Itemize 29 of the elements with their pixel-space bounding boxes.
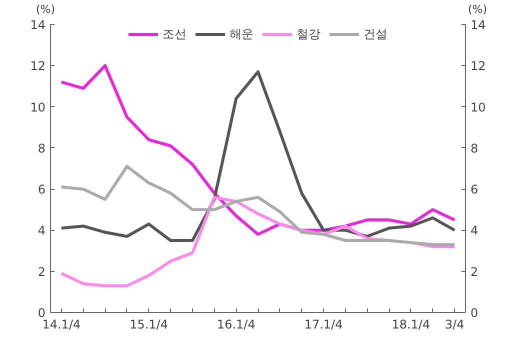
y2-axis-title: (%) <box>468 2 487 18</box>
y-tick-label: 0 <box>38 306 46 320</box>
line-series <box>60 164 456 246</box>
y2-tick-label: 0 <box>470 306 478 320</box>
y2-tick-label: 10 <box>470 100 486 114</box>
legend-label: 철강 <box>296 26 320 42</box>
y-tick-label: 8 <box>38 141 46 156</box>
x-tick-label: 18.1/4 <box>392 318 430 332</box>
legend-label: 해운 <box>230 26 254 42</box>
y2-tick-label: 4 <box>470 224 478 238</box>
x-tick-label: 17.1/4 <box>304 318 343 332</box>
y2-tick-label: 8 <box>470 141 478 156</box>
y2-tick-label: 2 <box>470 264 478 279</box>
y-tick-label: 4 <box>38 224 46 238</box>
y-tick-label: 10 <box>30 100 46 114</box>
y-tick-label: 6 <box>38 182 46 197</box>
legend-label: 건설 <box>364 26 388 42</box>
y-tick-label: 12 <box>30 59 46 74</box>
y2-tick-label: 6 <box>470 182 478 197</box>
x-tick-label: 14.1/4 <box>42 318 81 332</box>
y-tick-label: 2 <box>38 264 46 279</box>
y-tick-label: 14 <box>30 18 46 32</box>
x-tick-label: 3/4 <box>444 318 464 332</box>
x-tick-label: 15.1/4 <box>130 318 168 332</box>
x-tick-label: 16.1/4 <box>216 318 256 332</box>
y2-tick-label: 12 <box>470 59 486 74</box>
y2-tick-label: 14 <box>470 18 486 32</box>
legend-label: 조선 <box>162 26 186 42</box>
y-axis-title: (%) <box>36 2 56 18</box>
